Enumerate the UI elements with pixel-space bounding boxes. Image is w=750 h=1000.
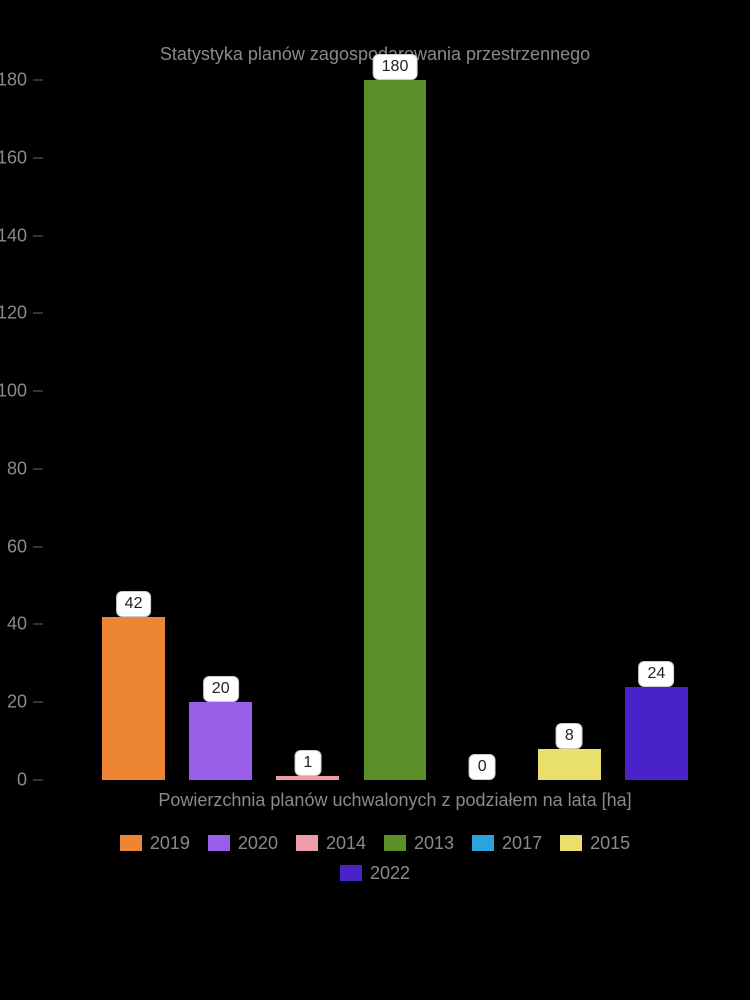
legend-item-2015: 2015 — [560, 828, 630, 858]
legend-item-2022: 2022 — [340, 858, 410, 888]
legend-item-2019: 2019 — [120, 828, 190, 858]
legend-swatch — [208, 835, 230, 851]
legend: 2019 2020 2014 2013 2017 2015 2022 — [0, 828, 750, 888]
bar-2014 — [276, 776, 339, 780]
bar-value-label: 20 — [203, 676, 239, 702]
legend-swatch — [384, 835, 406, 851]
y-tick-label: 120 — [0, 303, 27, 324]
legend-item-2014: 2014 — [296, 828, 366, 858]
legend-item-2013: 2013 — [384, 828, 454, 858]
legend-label: 2015 — [590, 828, 630, 858]
legend-swatch — [120, 835, 142, 851]
bar-value-label: 180 — [373, 54, 418, 80]
bar-2020 — [189, 702, 252, 780]
legend-swatch — [340, 865, 362, 881]
y-tick-mark — [33, 468, 43, 469]
legend-swatch — [560, 835, 582, 851]
legend-label: 2014 — [326, 828, 366, 858]
legend-label: 2017 — [502, 828, 542, 858]
bar-value-label: 42 — [116, 591, 152, 617]
y-tick-label: 0 — [0, 770, 27, 791]
y-tick-mark — [33, 546, 43, 547]
legend-swatch — [296, 835, 318, 851]
bar-value-label: 1 — [294, 750, 321, 776]
bar-value-label: 0 — [469, 754, 496, 780]
legend-label: 2013 — [414, 828, 454, 858]
y-axis: 020406080100120140160180 — [0, 80, 85, 780]
y-tick-mark — [33, 80, 43, 81]
bar-2022 — [625, 687, 688, 780]
legend-label: 2022 — [370, 858, 410, 888]
y-tick-mark — [33, 391, 43, 392]
y-tick-label: 160 — [0, 147, 27, 168]
y-tick-label: 140 — [0, 225, 27, 246]
y-tick-label: 20 — [0, 692, 27, 713]
y-tick-label: 180 — [0, 70, 27, 91]
bar-2019 — [102, 617, 165, 780]
y-tick-mark — [33, 235, 43, 236]
y-tick-mark — [33, 780, 43, 781]
y-tick-mark — [33, 313, 43, 314]
y-tick-label: 80 — [0, 458, 27, 479]
legend-item-2017: 2017 — [472, 828, 542, 858]
y-tick-mark — [33, 702, 43, 703]
legend-label: 2019 — [150, 828, 190, 858]
y-tick-label: 100 — [0, 381, 27, 402]
y-tick-mark — [33, 624, 43, 625]
legend-label: 2020 — [238, 828, 278, 858]
y-tick-label: 60 — [0, 536, 27, 557]
y-tick-mark — [33, 157, 43, 158]
bar-value-label: 8 — [556, 723, 583, 749]
x-axis-label: Powierzchnia planów uchwalonych z podzia… — [90, 790, 700, 811]
bar-2013 — [364, 80, 427, 780]
legend-swatch — [472, 835, 494, 851]
bar-2015 — [538, 749, 601, 780]
y-tick-label: 40 — [0, 614, 27, 635]
plot-area: 422011800824 — [90, 80, 700, 780]
bar-value-label: 24 — [639, 661, 675, 687]
legend-item-2020: 2020 — [208, 828, 278, 858]
